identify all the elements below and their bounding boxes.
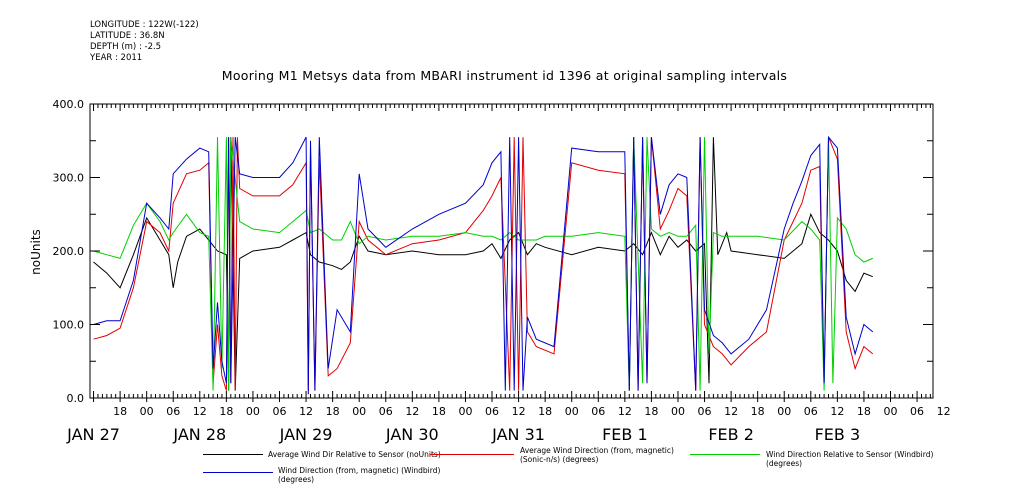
- x-hour-label: 18: [432, 405, 446, 418]
- x-hour-label: 00: [246, 405, 260, 418]
- x-hour-label: 18: [113, 405, 127, 418]
- legend-swatch-2: [690, 454, 760, 455]
- x-day-label: JAN 30: [385, 425, 439, 444]
- x-hour-label: 18: [326, 405, 340, 418]
- legend-label-0: Average Wind Dir Relative to Sensor (noU…: [268, 450, 441, 459]
- x-day-label: FEB 2: [708, 425, 754, 444]
- legend-swatch-0: [203, 454, 263, 455]
- x-hour-label: 00: [777, 405, 791, 418]
- x-hour-label: 00: [565, 405, 579, 418]
- chart-title: Mooring M1 Metsys data from MBARI instru…: [221, 68, 788, 83]
- x-hour-label: 06: [272, 405, 286, 418]
- x-hour-label: 12: [724, 405, 738, 418]
- x-day-label: FEB 3: [815, 425, 861, 444]
- y-tick-label: 300.0: [53, 172, 85, 185]
- x-hour-label: 06: [379, 405, 393, 418]
- metadata-block: LONGITUDE : 122W(-122) LATITUDE : 36.8N …: [90, 20, 199, 64]
- x-day-label: JAN 27: [66, 425, 120, 444]
- legend-label-1: Average Wind Direction (from, magnetic) …: [520, 446, 674, 464]
- x-hour-label: 18: [644, 405, 658, 418]
- x-hour-label: 12: [299, 405, 313, 418]
- x-hour-label: 18: [538, 405, 552, 418]
- x-hour-label: 12: [830, 405, 844, 418]
- x-hour-label: 18: [219, 405, 233, 418]
- x-hour-label: 12: [937, 405, 951, 418]
- x-hour-label: 00: [458, 405, 472, 418]
- x-hour-label: 00: [352, 405, 366, 418]
- longitude-text: LONGITUDE : 122W(-122): [90, 20, 199, 30]
- x-hour-label: 18: [857, 405, 871, 418]
- year-text: YEAR : 2011: [90, 53, 143, 63]
- y-tick-label: 200.0: [53, 245, 85, 258]
- x-day-label: JAN 31: [491, 425, 545, 444]
- series-line-2: [93, 137, 873, 391]
- x-hour-label: 06: [485, 405, 499, 418]
- latitude-text: LATITUDE : 36.8N: [90, 31, 165, 41]
- x-hour-label: 06: [166, 405, 180, 418]
- x-hour-label: 06: [698, 405, 712, 418]
- legend-label-3: Wind Direction (from, magnetic) (Windbir…: [278, 466, 441, 484]
- legend-label-2: Wind Direction Relative to Sensor (Windb…: [766, 450, 934, 468]
- x-day-label: JAN 28: [172, 425, 226, 444]
- x-hour-label: 06: [591, 405, 605, 418]
- x-hour-label: 12: [193, 405, 207, 418]
- series-line-3: [93, 135, 874, 395]
- depth-text: DEPTH (m) : -2.5: [90, 42, 162, 52]
- y-tick-label: 0.0: [67, 392, 85, 405]
- x-day-label: JAN 29: [279, 425, 333, 444]
- x-hour-label: 12: [618, 405, 632, 418]
- series-line-0: [93, 137, 873, 391]
- x-day-label: FEB 1: [602, 425, 648, 444]
- y-tick-label: 100.0: [53, 319, 85, 332]
- series-group: [93, 135, 874, 395]
- x-hour-label: 00: [140, 405, 154, 418]
- x-hour-label: 06: [910, 405, 924, 418]
- legend-swatch-1: [430, 454, 514, 455]
- y-axis-label: noUnits: [29, 229, 43, 275]
- x-hour-label: 00: [671, 405, 685, 418]
- x-hour-label: 00: [883, 405, 897, 418]
- x-hour-label: 18: [751, 405, 765, 418]
- x-hour-label: 12: [512, 405, 526, 418]
- series-line-1: [93, 136, 874, 391]
- x-hour-label: 06: [804, 405, 818, 418]
- y-tick-label: 400.0: [53, 98, 85, 111]
- x-hour-label: 12: [405, 405, 419, 418]
- tick-group: 0.0 100.0 200.0 300.0 400.0 18 00 06 12 18 00 06 12 1…: [53, 98, 951, 444]
- legend-swatch-3: [203, 472, 273, 473]
